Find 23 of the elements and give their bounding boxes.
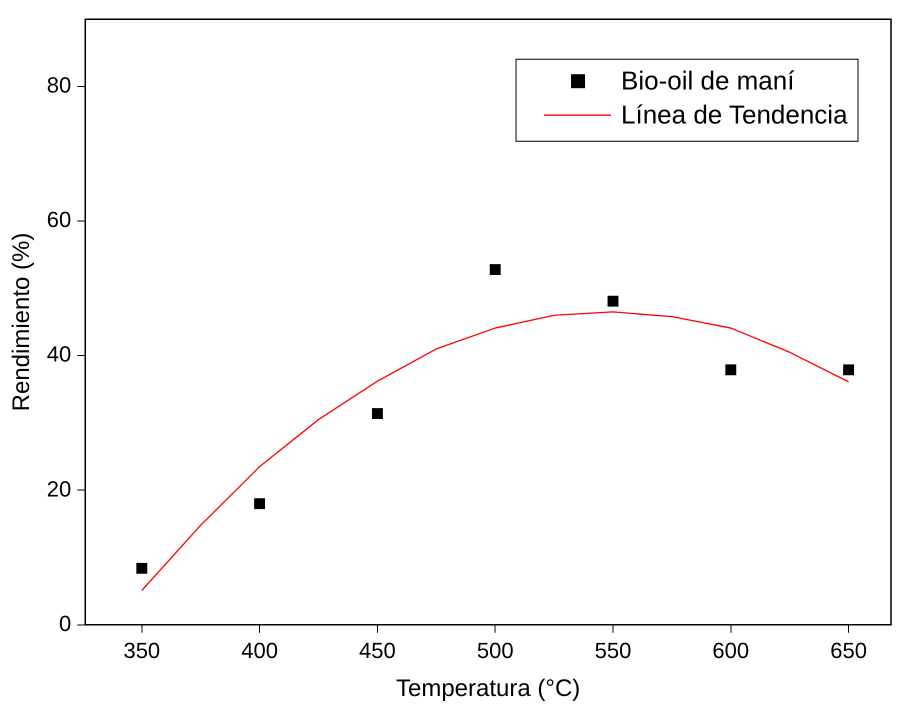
x-tick-label: 400 [241, 638, 278, 664]
legend-label: Bio-oil de maní [621, 65, 796, 96]
point [725, 364, 736, 376]
point [608, 296, 618, 307]
y-axis-title: Rendimiento (%) [8, 232, 36, 412]
y-tick-label: 20 [46, 476, 72, 502]
y-tick-label: 40 [46, 342, 72, 367]
x-tick-label: 500 [476, 638, 514, 664]
x-axis-title: Temperatura (°C) [396, 675, 580, 702]
legend-label: Línea de Tendencia [621, 99, 848, 130]
point [136, 562, 148, 574]
x-tick-label: 600 [712, 638, 750, 664]
point [254, 498, 266, 510]
x-tick-label: 450 [359, 638, 396, 664]
x-tick-label: 350 [123, 638, 160, 664]
y-tick-label: 80 [46, 72, 72, 98]
x-tick-label: 650 [830, 638, 867, 664]
y-tick-label: 0 [59, 610, 72, 636]
y-tick-label: 60 [46, 207, 72, 232]
point [372, 408, 383, 419]
point [843, 364, 854, 376]
point [490, 264, 501, 275]
x-tick-label: 550 [594, 638, 632, 664]
